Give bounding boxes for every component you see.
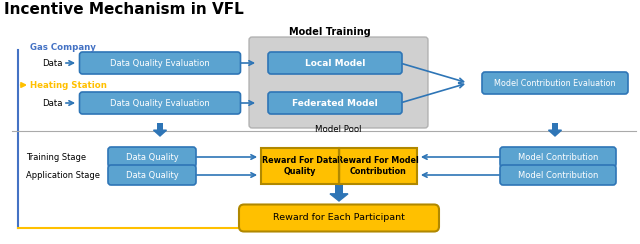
Text: Application Stage: Application Stage: [26, 171, 100, 180]
Text: Training Stage: Training Stage: [26, 152, 86, 162]
FancyBboxPatch shape: [268, 52, 402, 74]
Text: Data Quality: Data Quality: [125, 152, 179, 162]
FancyBboxPatch shape: [482, 72, 628, 94]
FancyBboxPatch shape: [79, 52, 241, 74]
Text: Federated Model: Federated Model: [292, 99, 378, 108]
Text: Data: Data: [42, 59, 63, 68]
FancyBboxPatch shape: [268, 92, 402, 114]
FancyBboxPatch shape: [249, 37, 428, 128]
FancyBboxPatch shape: [239, 204, 439, 232]
Text: Reward For Model
Contribution: Reward For Model Contribution: [337, 156, 419, 176]
FancyBboxPatch shape: [108, 147, 196, 167]
Text: Data: Data: [42, 99, 63, 108]
Text: Data Quality: Data Quality: [125, 171, 179, 180]
Text: Data Quality Evaluation: Data Quality Evaluation: [110, 99, 210, 108]
FancyBboxPatch shape: [500, 147, 616, 167]
FancyBboxPatch shape: [339, 148, 417, 184]
Text: Data Quality Evaluation: Data Quality Evaluation: [110, 59, 210, 68]
Bar: [552, 123, 558, 130]
Text: Model Contribution Evaluation: Model Contribution Evaluation: [494, 79, 616, 88]
Text: Gas Company: Gas Company: [30, 43, 96, 52]
Text: Model Training: Model Training: [289, 27, 371, 37]
Text: Heating Station: Heating Station: [30, 81, 107, 90]
Bar: [335, 185, 343, 194]
Text: Model Pool: Model Pool: [316, 124, 362, 133]
FancyBboxPatch shape: [500, 165, 616, 185]
FancyBboxPatch shape: [108, 165, 196, 185]
Text: Local Model: Local Model: [305, 59, 365, 68]
Text: Reward For Data
Quality: Reward For Data Quality: [262, 156, 338, 176]
FancyBboxPatch shape: [261, 148, 339, 184]
Bar: [157, 123, 163, 130]
Polygon shape: [154, 130, 166, 136]
FancyBboxPatch shape: [79, 92, 241, 114]
Text: Reward for Each Participant: Reward for Each Participant: [273, 214, 405, 223]
Text: Incentive Mechanism in VFL: Incentive Mechanism in VFL: [4, 2, 244, 17]
Polygon shape: [548, 130, 561, 136]
Text: Model Contribution: Model Contribution: [518, 171, 598, 180]
Polygon shape: [330, 194, 348, 201]
Text: Model Contribution: Model Contribution: [518, 152, 598, 162]
